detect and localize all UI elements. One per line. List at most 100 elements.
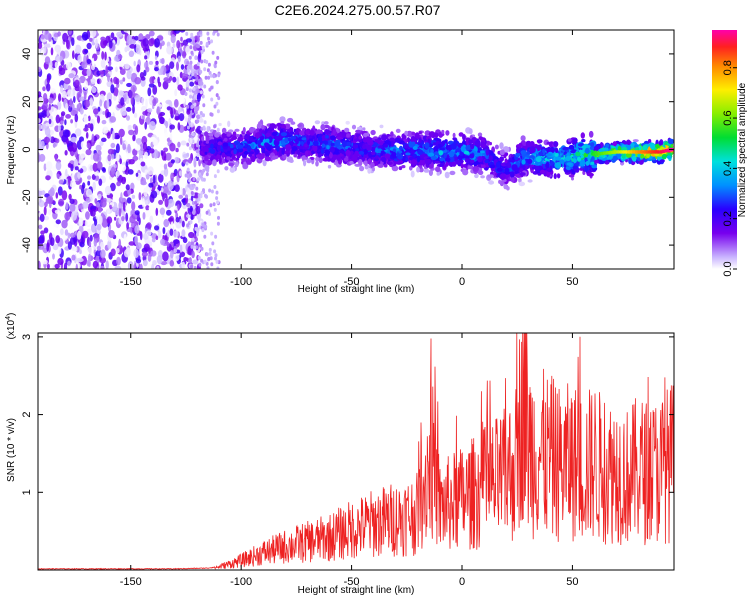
spectrogram-cell <box>209 139 216 144</box>
spectrogram-cell <box>186 223 190 228</box>
spectrogram-cell <box>83 127 89 132</box>
spectrogram-cell <box>46 75 51 84</box>
spectrogram-cell <box>202 146 209 154</box>
spectrogram-cell <box>364 161 368 167</box>
spectrogram-cell <box>102 111 106 115</box>
x-tick-label: -150 <box>120 276 142 288</box>
snr-scale-label: (x104) <box>5 313 17 340</box>
spectrogram-cell <box>186 104 190 109</box>
spectrogram-cell <box>197 255 201 260</box>
spectrogram-cell <box>118 238 122 249</box>
spectrogram-cell <box>383 143 388 148</box>
spectrogram-cell <box>568 144 575 150</box>
spectrogram-cell <box>205 252 209 257</box>
spectrogram-cell <box>125 184 130 191</box>
spectrogram-cell <box>598 156 603 160</box>
spectrogram-cell <box>462 134 466 140</box>
spectrogram-cell <box>143 187 148 197</box>
spectrogram-cell <box>165 120 169 129</box>
spectrogram-cell <box>170 249 174 259</box>
spectrogram-cell <box>116 31 123 37</box>
spectrogram-cell <box>54 263 60 269</box>
spectrogram-cell <box>510 177 515 183</box>
spectrogram-cell <box>271 155 279 160</box>
spectrogram-cell <box>210 97 214 102</box>
spectrogram-cell <box>127 143 131 154</box>
spectrogram-cell <box>358 151 365 155</box>
spectrogram-cell <box>74 158 78 167</box>
spectrogram-cell <box>241 158 247 162</box>
spectrogram-cell <box>163 147 169 153</box>
spectrogram-cell <box>164 177 168 186</box>
spectrogram-cell <box>589 146 595 150</box>
spectrogram-cell <box>211 241 215 246</box>
spectrogram-cell <box>572 165 579 170</box>
spectrogram-cell <box>91 174 96 180</box>
spectrogram-cell <box>221 152 226 158</box>
spectrogram-cell <box>152 98 157 107</box>
spectrogram-cell <box>118 208 122 217</box>
spectrogram-cell <box>163 163 168 170</box>
spectrogram-cell <box>451 161 457 167</box>
spectrogram-cell <box>90 78 96 85</box>
colorbar-tick-label: 0.0 <box>722 261 734 276</box>
spectrogram-cell <box>128 129 135 136</box>
spectrogram-cell <box>126 70 132 80</box>
spectrogram-cell <box>207 75 211 80</box>
spectrogram-cell <box>441 140 446 147</box>
spectrogram-cell <box>186 167 190 172</box>
spectrogram-cell <box>535 165 540 173</box>
spectrogram-cell <box>193 245 197 250</box>
spectrogram-cell <box>418 138 422 144</box>
spectrogram-cell <box>375 155 379 159</box>
spectrogram-cell <box>265 138 270 143</box>
spectrogram-cell <box>108 230 115 238</box>
spectrogram-cell <box>200 170 204 175</box>
spectrogram-cell <box>100 59 106 68</box>
spectrogram-cell <box>142 259 148 267</box>
spectrogram-cell <box>38 224 43 230</box>
spectrogram-cell <box>203 84 207 89</box>
spectrogram-cell <box>147 166 154 176</box>
spectrogram-cell <box>172 43 176 48</box>
spectrogram-cell <box>462 139 466 146</box>
spectrogram-cell <box>61 190 68 201</box>
spectrogram-cell <box>50 237 55 247</box>
spectrogram-cell <box>205 137 210 142</box>
spectrogram-cell <box>38 96 44 106</box>
spectrogram-cell <box>124 63 130 70</box>
spectrogram-cell <box>189 137 193 145</box>
spectrogram-cell <box>477 156 483 163</box>
spectrogram-cell <box>203 234 207 239</box>
snr-marks <box>38 333 674 570</box>
spectrogram-cell <box>195 149 199 154</box>
spectrogram-cell <box>410 170 415 178</box>
spectrogram-cell <box>185 194 188 199</box>
spectrogram-cell <box>60 209 65 217</box>
spectrogram-cell <box>514 170 519 175</box>
spectrogram-cell <box>75 128 82 137</box>
spectrogram-cell <box>204 131 209 137</box>
spectrogram-cell <box>63 82 68 90</box>
spectrogram-cell <box>191 237 195 242</box>
spectrogram-cell <box>469 159 475 164</box>
spectrogram-cell <box>79 177 83 183</box>
spectrogram-cell <box>591 156 595 162</box>
spectrogram-cell <box>159 207 166 215</box>
spectrogram-cell <box>49 187 55 197</box>
spectrogram-cell <box>191 201 195 205</box>
spectrogram-cell <box>153 149 159 159</box>
spectrogram-cell <box>182 50 187 59</box>
spectrogram-cell <box>67 260 71 267</box>
spectrogram-cell <box>366 145 372 151</box>
spectrogram-cell <box>218 122 222 127</box>
spectrogram-cell <box>192 41 196 46</box>
spectrogram-cell <box>85 149 92 156</box>
spectrogram-cell <box>91 208 96 217</box>
spectrogram-cell <box>180 64 185 70</box>
spectrogram-cell <box>390 131 394 137</box>
spectrogram-cell <box>190 191 194 195</box>
spectrogram-cell <box>65 202 69 210</box>
spectrogram-cell <box>46 110 50 117</box>
spectrogram-cell <box>519 172 526 176</box>
